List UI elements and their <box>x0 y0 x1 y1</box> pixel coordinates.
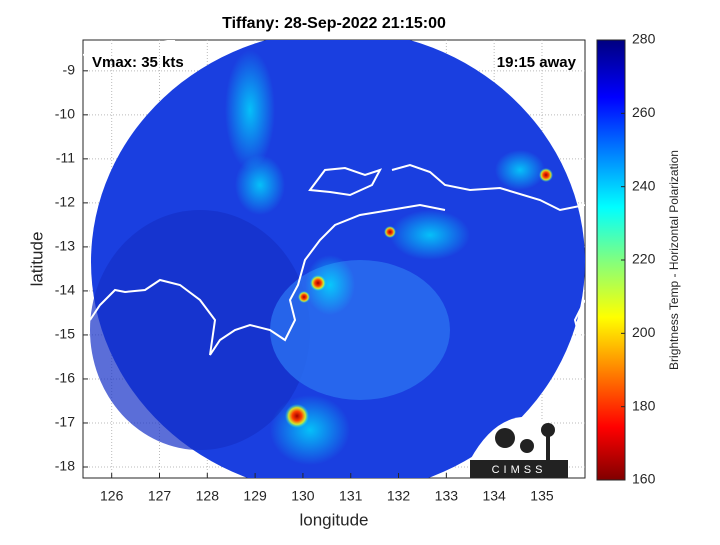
y-axis-label: latitude <box>27 232 46 287</box>
y-tick-label: -15 <box>55 326 75 342</box>
colorbar-label: Brightness Temp - Horizontal Polarizatio… <box>667 150 681 370</box>
y-tick-label: -9 <box>63 62 76 78</box>
y-tick-label: -18 <box>55 458 75 474</box>
x-tick-label: 135 <box>530 488 554 504</box>
colorbar <box>596 39 626 481</box>
y-tick-label: -11 <box>56 150 75 166</box>
x-tick-label: 127 <box>148 488 172 504</box>
colorbar-tick-label: 160 <box>632 471 656 487</box>
y-tick-label: -17 <box>55 414 75 430</box>
swath <box>83 40 585 478</box>
y-tick-label: -12 <box>55 194 75 210</box>
y-tick-label: -10 <box>55 106 75 122</box>
logo-text: CIMSS <box>492 464 547 476</box>
x-axis-label: longitude <box>299 510 368 529</box>
colorbar-tick-label: 180 <box>632 397 656 413</box>
annotation: Vmax: 35 kts <box>92 54 184 71</box>
y-tick-label: -16 <box>55 370 75 386</box>
chart-title: Tiffany: 28-Sep-2022 21:15:00 <box>222 15 446 32</box>
x-tick-label: 129 <box>243 488 267 504</box>
x-tick-label: 131 <box>339 488 363 504</box>
x-tick-label: 128 <box>196 488 220 504</box>
annotation: 19:15 away <box>497 54 577 71</box>
x-tick-label: 133 <box>435 488 459 504</box>
colorbar-tick-label: 240 <box>632 177 656 193</box>
x-tick-label: 126 <box>100 488 124 504</box>
x-tick-label: 132 <box>387 488 411 504</box>
y-tick-label: -14 <box>55 282 75 298</box>
x-tick-label: 130 <box>291 488 315 504</box>
x-tick-label: 134 <box>482 488 506 504</box>
colorbar-tick-label: 280 <box>632 31 656 47</box>
colorbar-tick-label: 220 <box>632 251 656 267</box>
y-tick-label: -13 <box>55 238 75 254</box>
colorbar-tick-label: 200 <box>632 324 656 340</box>
colorbar-tick-label: 260 <box>632 104 656 120</box>
